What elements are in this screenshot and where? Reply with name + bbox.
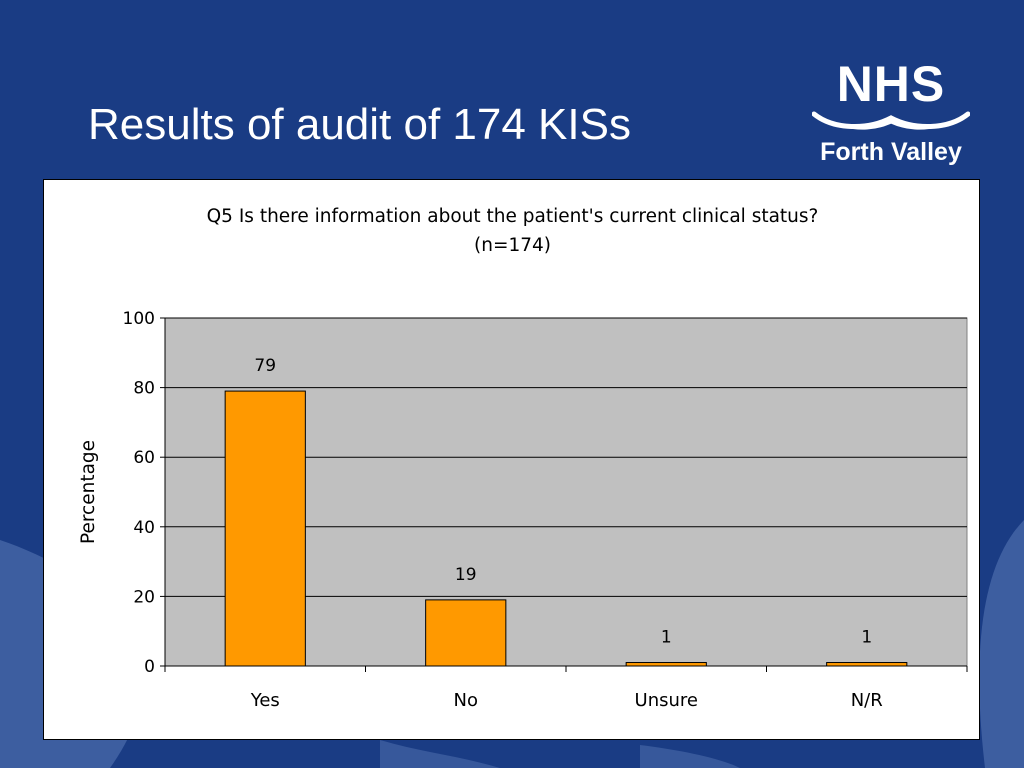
data-label: 1: [861, 628, 872, 648]
y-tick-label: 40: [133, 518, 155, 538]
data-label: 79: [254, 356, 276, 376]
bar-yes: [224, 390, 306, 667]
y-tick-label: 80: [133, 379, 155, 399]
chart-title: Q5 Is there information about the patien…: [206, 206, 819, 227]
nhs-logo: NHS Forth Valley: [808, 56, 974, 176]
bar-no: [425, 599, 507, 667]
logo-nhs-text: NHS: [836, 56, 946, 112]
logo-subtitle: Forth Valley: [820, 138, 962, 166]
y-tick-label: 0: [144, 657, 155, 677]
bar-n-r: [826, 662, 908, 667]
data-label: 1: [661, 628, 672, 648]
chart-container: Q5 Is there information about the patien…: [43, 179, 980, 740]
nhs-waves-icon: [812, 111, 970, 130]
chart-subtitle: (n=174): [474, 235, 551, 256]
y-tick-label: 60: [133, 448, 155, 468]
bar-unsure: [625, 662, 707, 667]
y-tick-label: 20: [133, 587, 155, 607]
data-label: 19: [455, 565, 477, 585]
x-tick-label: Yes: [250, 690, 280, 711]
x-tick-label: N/R: [851, 690, 883, 711]
y-axis-label: Percentage: [78, 440, 99, 544]
slide-title: Results of audit of 174 KISs: [88, 100, 631, 149]
bar-chart: 0 20 40 60 80 100 79 Yes 19 No 1 Unsure 1 N/R Percenta…: [78, 309, 968, 711]
x-tick-label: Unsure: [635, 690, 698, 711]
x-tick-label: No: [454, 690, 478, 711]
y-tick-label: 100: [123, 309, 155, 329]
chart-title-block: Q5 Is there information about the patien…: [44, 202, 981, 260]
